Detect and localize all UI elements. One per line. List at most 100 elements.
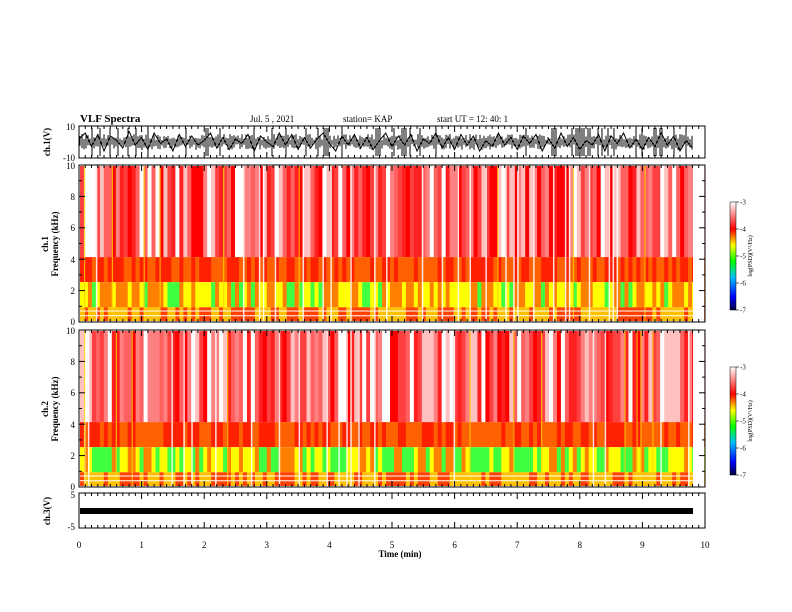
spectrogram-cell bbox=[425, 282, 431, 308]
spectrogram-cell bbox=[521, 282, 526, 308]
spectrogram-cell bbox=[576, 307, 582, 321]
spectrogram-cell bbox=[497, 166, 502, 258]
spectrogram-cell bbox=[517, 472, 522, 486]
spectrogram-cell bbox=[254, 307, 260, 321]
spectrogram-cell bbox=[684, 257, 689, 283]
spectrogram-cell bbox=[489, 166, 494, 258]
spectrogram-cell bbox=[592, 422, 597, 448]
spectrogram-cell bbox=[219, 307, 224, 321]
spectrogram-cell bbox=[469, 282, 474, 308]
spectrogram-cell bbox=[167, 472, 172, 486]
spectrogram-cell bbox=[541, 166, 546, 258]
spectrogram-cell bbox=[413, 331, 419, 423]
spectrogram-cell bbox=[401, 257, 407, 283]
spectrogram-cell bbox=[529, 257, 534, 283]
spectrogram-cell bbox=[215, 282, 220, 308]
x-tick-labels: 0 1 2 3 4 5 6 7 8 9 10 bbox=[77, 540, 710, 550]
spectrogram-streak bbox=[346, 331, 348, 486]
spectrogram-cell bbox=[449, 422, 454, 448]
spectrogram-cell bbox=[652, 282, 657, 308]
spectrogram-cell bbox=[238, 472, 244, 486]
spectrogram-cell bbox=[318, 447, 323, 473]
spectrogram-cell bbox=[87, 257, 93, 283]
spectrogram-cell bbox=[564, 422, 570, 448]
spectrogram-cell bbox=[417, 447, 423, 473]
spectrogram-cell bbox=[612, 331, 617, 423]
spectrogram-cell bbox=[80, 447, 85, 473]
spectrogram-cell bbox=[187, 166, 192, 258]
spectrogram-cell bbox=[135, 472, 140, 486]
spectrogram-cell bbox=[91, 422, 97, 448]
spectrogram-cell bbox=[346, 257, 351, 283]
spectrogram-cell bbox=[151, 282, 156, 308]
spectrogram-cell bbox=[342, 422, 347, 448]
spectrogram-cell bbox=[592, 307, 597, 321]
spectrogram-streak bbox=[191, 331, 193, 486]
spectrogram-cell bbox=[660, 447, 665, 473]
spectrogram-cell bbox=[235, 472, 240, 486]
spectrogram-cell bbox=[401, 422, 407, 448]
spectrogram-cell bbox=[481, 282, 486, 308]
spectrogram-cell bbox=[111, 282, 117, 308]
spectrogram-cell bbox=[219, 166, 224, 258]
spectrogram-cell bbox=[533, 447, 538, 473]
spectrogram-streak bbox=[131, 331, 133, 486]
spectrogram-cell bbox=[278, 282, 283, 308]
spectrogram-cell bbox=[362, 282, 367, 308]
spectrogram-cell bbox=[298, 166, 303, 258]
spectrogram-cell bbox=[441, 282, 446, 308]
spectrogram-cell bbox=[258, 331, 264, 423]
spectrogram-cell bbox=[409, 257, 415, 283]
ch1-ylabel: ch.1(V) bbox=[42, 128, 52, 156]
spectrogram-cell bbox=[159, 331, 164, 423]
spectrogram-cell bbox=[437, 422, 442, 448]
spectrogram-cell bbox=[111, 331, 117, 423]
spectrogram-cell bbox=[624, 307, 629, 321]
spectrogram-cell bbox=[521, 447, 526, 473]
spectrogram-cell bbox=[151, 422, 156, 448]
spectrogram-cell bbox=[433, 472, 438, 486]
spectrogram-streak bbox=[330, 166, 332, 321]
spectrogram-cell bbox=[107, 166, 113, 258]
spectrogram-cell bbox=[636, 307, 641, 321]
spectrogram-cell bbox=[548, 282, 554, 308]
spectrogram-cell bbox=[636, 331, 641, 423]
spectrogram-cell bbox=[266, 422, 272, 448]
spectrogram-cell bbox=[199, 257, 204, 283]
spectrogram-cell bbox=[441, 472, 446, 486]
spectrogram-cell bbox=[231, 331, 236, 423]
spectrogram-cell bbox=[294, 447, 299, 473]
spectrogram-cell bbox=[489, 422, 494, 448]
spectrogram-cell bbox=[409, 447, 415, 473]
spectrogram-cell bbox=[672, 422, 677, 448]
spectrogram-cell bbox=[425, 472, 431, 486]
spectrogram-cell bbox=[501, 166, 506, 258]
spectrogram-cell bbox=[250, 422, 256, 448]
spectrogram-cell bbox=[370, 422, 375, 448]
spectrogram-cell bbox=[127, 472, 132, 486]
spectrogram-cell bbox=[131, 307, 136, 321]
spectrogram-streak bbox=[652, 331, 654, 486]
spectrogram-cell bbox=[159, 257, 164, 283]
spectrogram-cell bbox=[552, 422, 558, 448]
spectrogram-cell bbox=[457, 331, 462, 423]
spectrogram-cell bbox=[135, 282, 140, 308]
spectrogram-cell bbox=[282, 282, 287, 308]
ch1-waveform-noise bbox=[79, 128, 693, 156]
spectrogram-cell bbox=[481, 307, 486, 321]
spectrogram-cell bbox=[187, 282, 192, 308]
spectrogram-cell bbox=[688, 447, 693, 473]
spectrogram-streak bbox=[572, 166, 575, 321]
spectrogram-cell bbox=[676, 422, 681, 448]
spectrogram-cell bbox=[215, 422, 220, 448]
spectrogram-cell bbox=[397, 422, 403, 448]
spectrogram-cell bbox=[640, 447, 645, 473]
spectrogram-cell bbox=[91, 282, 97, 308]
spectrogram-cell bbox=[258, 166, 264, 258]
spectrogram-cell bbox=[167, 166, 172, 258]
spectrogram-cell bbox=[493, 307, 498, 321]
spectrogram-cell bbox=[286, 282, 291, 308]
spectrogram-cell bbox=[143, 282, 148, 308]
spectrogram-cell bbox=[556, 472, 562, 486]
spectrogram-cell bbox=[246, 307, 252, 321]
